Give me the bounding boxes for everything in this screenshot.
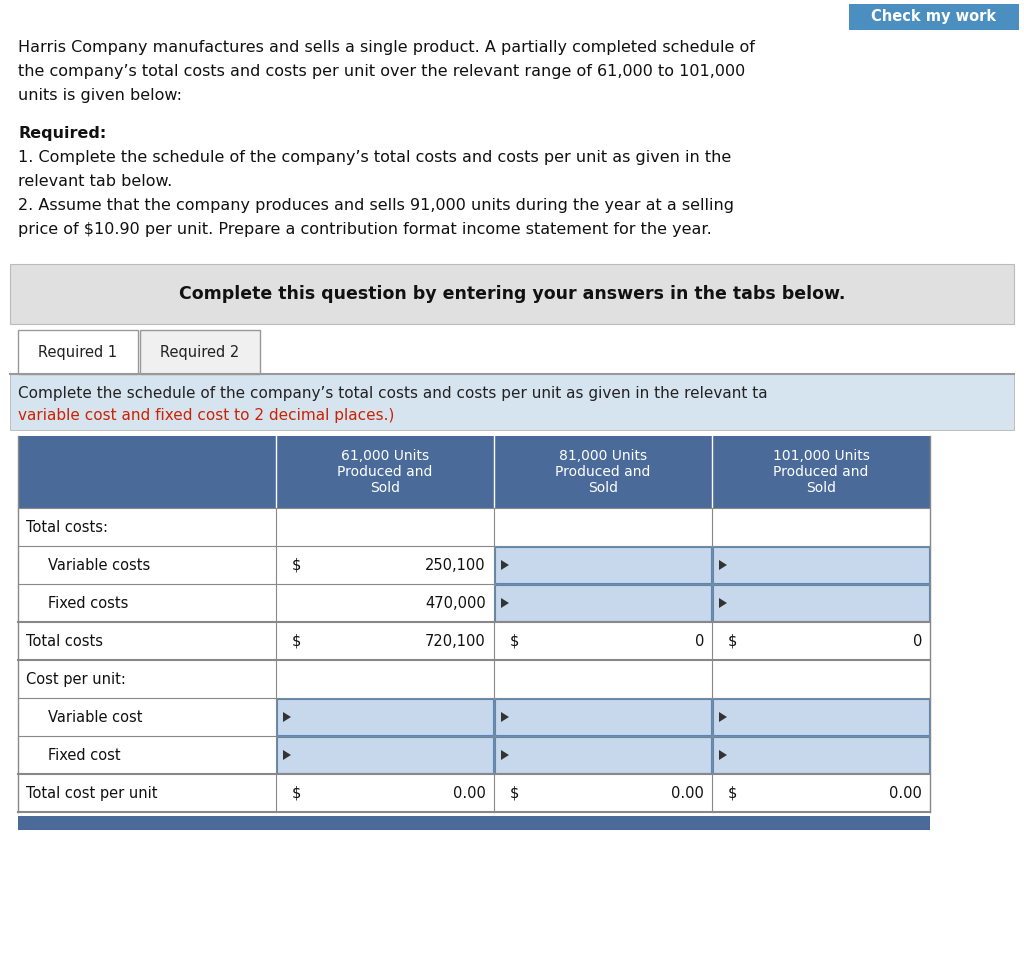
Polygon shape [501, 598, 509, 608]
Polygon shape [501, 750, 509, 760]
Text: Cost per unit:: Cost per unit: [26, 671, 126, 687]
Text: units is given below:: units is given below: [18, 88, 182, 103]
Bar [713, 547, 929, 583]
Bar [713, 737, 929, 773]
Text: relevant tab below.: relevant tab below. [18, 174, 172, 189]
Bar [18, 508, 930, 546]
Bar [18, 660, 930, 698]
Polygon shape [719, 560, 727, 570]
Bar [18, 774, 930, 812]
Polygon shape [283, 750, 291, 760]
Text: Harris Company manufactures and sells a single product. A partially completed sc: Harris Company manufactures and sells a … [18, 40, 755, 55]
Text: Required 1: Required 1 [39, 345, 118, 360]
Bar [18, 584, 930, 622]
Bar [713, 585, 929, 621]
Bar [18, 330, 138, 374]
Text: Variable cost: Variable cost [48, 710, 142, 724]
Text: Fixed cost: Fixed cost [48, 748, 121, 762]
Bar [140, 330, 260, 374]
Polygon shape [719, 712, 727, 722]
Bar [713, 699, 929, 735]
Text: 0.00: 0.00 [671, 786, 705, 801]
Text: Check my work: Check my work [871, 10, 996, 24]
Bar [18, 436, 930, 508]
Text: $: $ [728, 633, 737, 649]
Text: Total costs:: Total costs: [26, 519, 108, 534]
Text: Total cost per unit: Total cost per unit [26, 786, 158, 801]
Text: 61,000 Units
Produced and
Sold: 61,000 Units Produced and Sold [337, 449, 433, 495]
Bar [18, 816, 930, 830]
Text: Total costs: Total costs [26, 633, 103, 649]
Text: Fixed costs: Fixed costs [48, 596, 128, 611]
Text: Required:: Required: [18, 126, 106, 141]
Bar [495, 547, 711, 583]
Polygon shape [719, 750, 727, 760]
Text: 81,000 Units
Produced and
Sold: 81,000 Units Produced and Sold [555, 449, 650, 495]
Polygon shape [719, 598, 727, 608]
Bar [18, 736, 930, 774]
Text: $: $ [292, 633, 301, 649]
Bar [10, 264, 1014, 324]
Text: 250,100: 250,100 [425, 558, 486, 572]
Text: 0: 0 [694, 633, 705, 649]
Text: the company’s total costs and costs per unit over the relevant range of 61,000 t: the company’s total costs and costs per … [18, 64, 745, 79]
Bar [10, 374, 1014, 430]
Text: Complete the schedule of the company’s total costs and costs per unit as given i: Complete the schedule of the company’s t… [18, 386, 768, 401]
Bar [18, 622, 930, 660]
Bar [495, 699, 711, 735]
Text: $: $ [292, 558, 301, 572]
Text: 101,000 Units
Produced and
Sold: 101,000 Units Produced and Sold [772, 449, 869, 495]
Bar [278, 699, 493, 735]
Polygon shape [501, 712, 509, 722]
Text: $: $ [510, 786, 519, 801]
Text: 720,100: 720,100 [425, 633, 486, 649]
Bar [18, 698, 930, 736]
Bar [495, 737, 711, 773]
Text: Complete this question by entering your answers in the tabs below.: Complete this question by entering your … [179, 285, 845, 303]
Bar [495, 585, 711, 621]
Text: 0.00: 0.00 [889, 786, 922, 801]
Text: 1. Complete the schedule of the company’s total costs and costs per unit as give: 1. Complete the schedule of the company’… [18, 150, 731, 165]
Text: 0: 0 [912, 633, 922, 649]
Text: Required 2: Required 2 [161, 345, 240, 360]
Text: $: $ [510, 633, 519, 649]
Polygon shape [501, 560, 509, 570]
Text: 0.00: 0.00 [454, 786, 486, 801]
Text: $: $ [728, 786, 737, 801]
Polygon shape [283, 712, 291, 722]
Text: 2. Assume that the company produces and sells 91,000 units during the year at a : 2. Assume that the company produces and … [18, 198, 734, 213]
Text: variable cost and fixed cost to 2 decimal places.): variable cost and fixed cost to 2 decima… [18, 408, 394, 423]
Bar [18, 546, 930, 584]
Bar [278, 737, 493, 773]
Bar [849, 4, 1019, 30]
Text: price of $10.90 per unit. Prepare a contribution format income statement for the: price of $10.90 per unit. Prepare a cont… [18, 222, 712, 237]
Text: Variable costs: Variable costs [48, 558, 151, 572]
Text: 470,000: 470,000 [425, 596, 486, 611]
Text: $: $ [292, 786, 301, 801]
